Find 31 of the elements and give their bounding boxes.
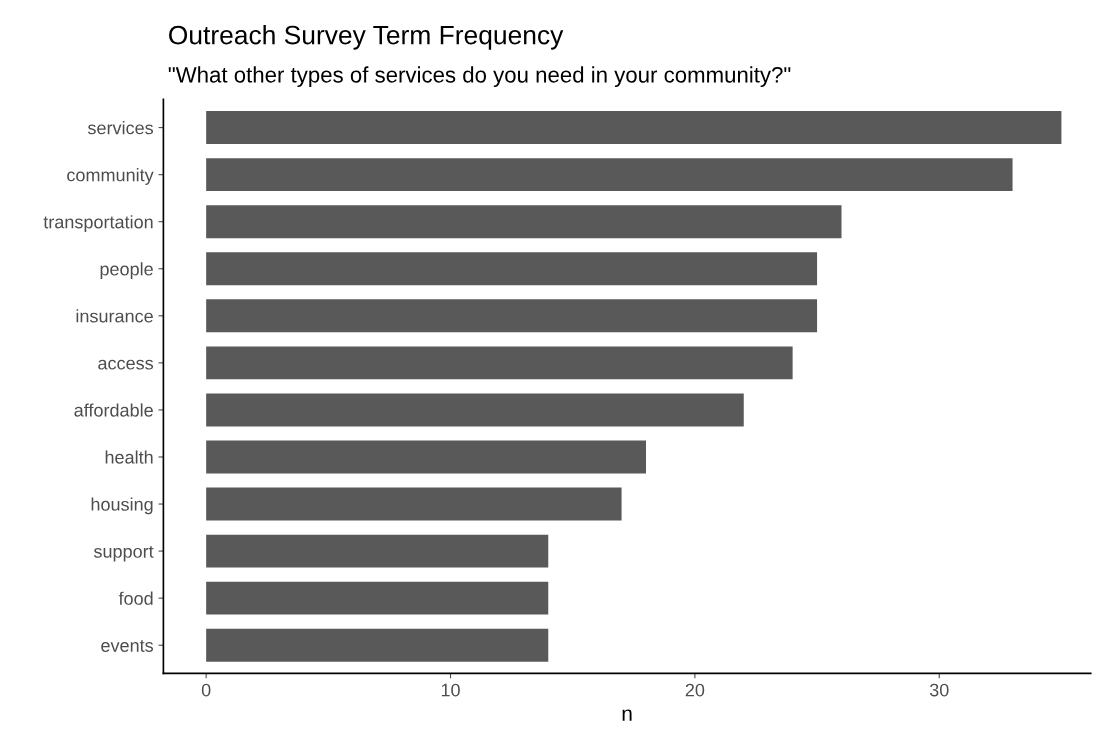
y-tick-label: housing [91,497,153,515]
y-tick-label: people [100,262,153,280]
bar [206,158,1013,192]
y-tick-label: health [105,450,153,464]
y-tick-label: access [98,359,154,370]
bar [206,252,818,286]
y-tick-label: events [101,640,154,652]
bar [206,487,622,521]
chart-title: Outreach Survey Term Frequency [169,25,564,50]
bar [206,628,549,662]
bar [206,440,647,474]
y-tick-label: support [93,545,154,562]
x-tick-label: 10 [441,683,460,697]
bar [206,205,842,239]
y-tick-label: insurance [76,309,153,323]
x-tick-label: 0 [201,683,211,697]
y-tick-label: affordable [74,403,153,417]
y-tick-label: transportation [43,215,153,232]
y-tick-label: food [118,591,153,605]
bar [206,111,1062,145]
x-axis-title: n [622,709,632,721]
y-tick-label: community [67,168,154,185]
bar [206,581,549,615]
bar [206,393,744,427]
bar [206,346,793,380]
bar [206,299,818,333]
chart-subtitle: "What other types of services do you need in your community?" [168,66,791,88]
x-tick-label: 30 [929,683,949,697]
bar [206,534,549,568]
y-tick-label: services [87,121,154,135]
x-tick-label: 20 [685,683,705,697]
